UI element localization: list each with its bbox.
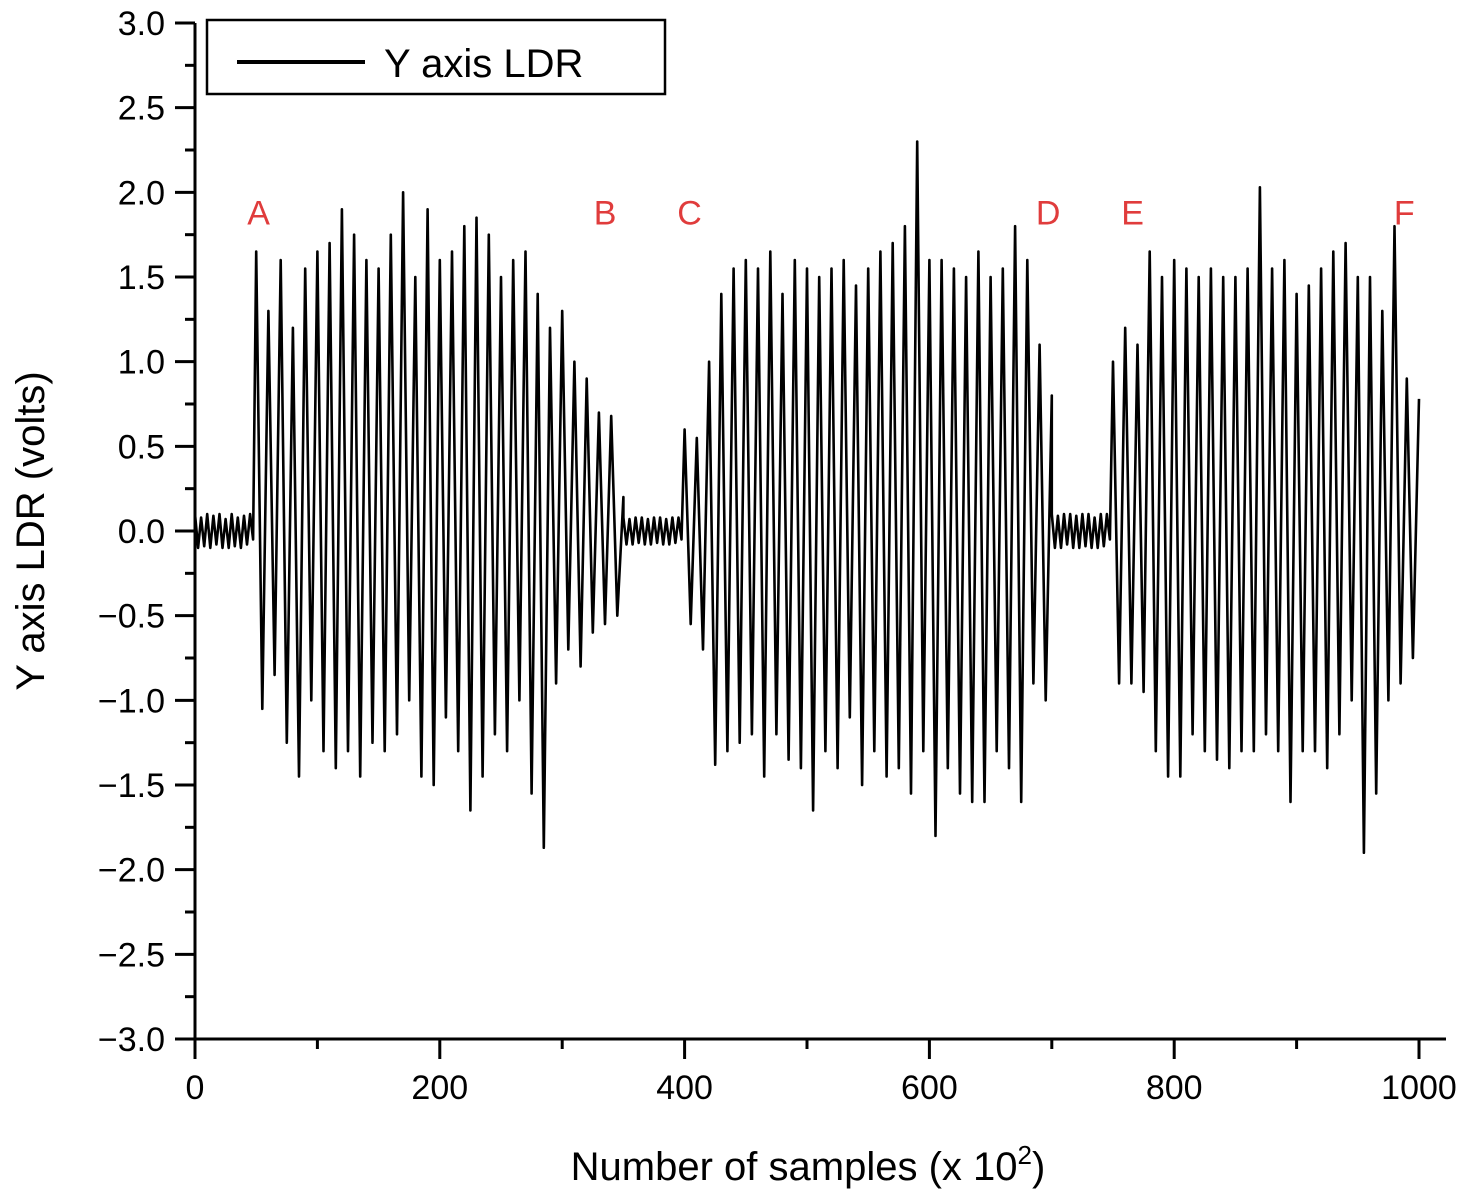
y-tick-label: 1.5 [118, 259, 165, 297]
y-tick-label: 3.0 [118, 5, 165, 43]
y-tick-label: −3.0 [98, 1021, 165, 1059]
legend-label: Y axis LDR [384, 42, 583, 86]
annotations: A B C D E F [247, 195, 1414, 233]
legend-box [205, 18, 667, 96]
y-tick-label: −0.5 [98, 598, 165, 636]
y-tick-label: 1.0 [118, 344, 165, 382]
series-line [193, 140, 1421, 855]
x-tick-label: 400 [656, 1069, 713, 1107]
x-axis-label: Number of samples (x 102) [571, 1140, 1046, 1189]
annotation-label: F [1394, 195, 1415, 233]
y-tick-label: −2.5 [98, 936, 165, 974]
annotation-label: C [677, 195, 702, 233]
y-tick-label: 2.0 [118, 174, 165, 212]
annotation-label: E [1121, 195, 1144, 233]
y-tick-label: −1.0 [98, 682, 165, 720]
x-tick-label: 1000 [1381, 1069, 1457, 1107]
x-tick-label: 600 [901, 1069, 958, 1107]
annotation-label: D [1036, 195, 1061, 233]
plot-area [193, 140, 1421, 855]
y-tick-label: 0.0 [118, 513, 165, 551]
y-axis-label: Y axis LDR (volts) [9, 371, 53, 690]
legend: Y axis LDR [205, 18, 667, 96]
y-tick-label: −2.0 [98, 852, 165, 890]
y-tick-label: −1.5 [98, 767, 165, 805]
x-tick-label: 0 [186, 1069, 205, 1107]
y-tick-label: 2.5 [118, 90, 165, 128]
annotation-label: A [247, 195, 270, 233]
x-tick-label: 800 [1146, 1069, 1203, 1107]
axes: 3.0 2.5 2.0 1.5 1.0 0.5 0.0 −0.5 −1.0 −1.5 −2.0 −2.… [98, 5, 1457, 1107]
y-tick-label: 0.5 [118, 428, 165, 466]
annotation-label: B [594, 195, 617, 233]
x-tick-label: 200 [411, 1069, 468, 1107]
